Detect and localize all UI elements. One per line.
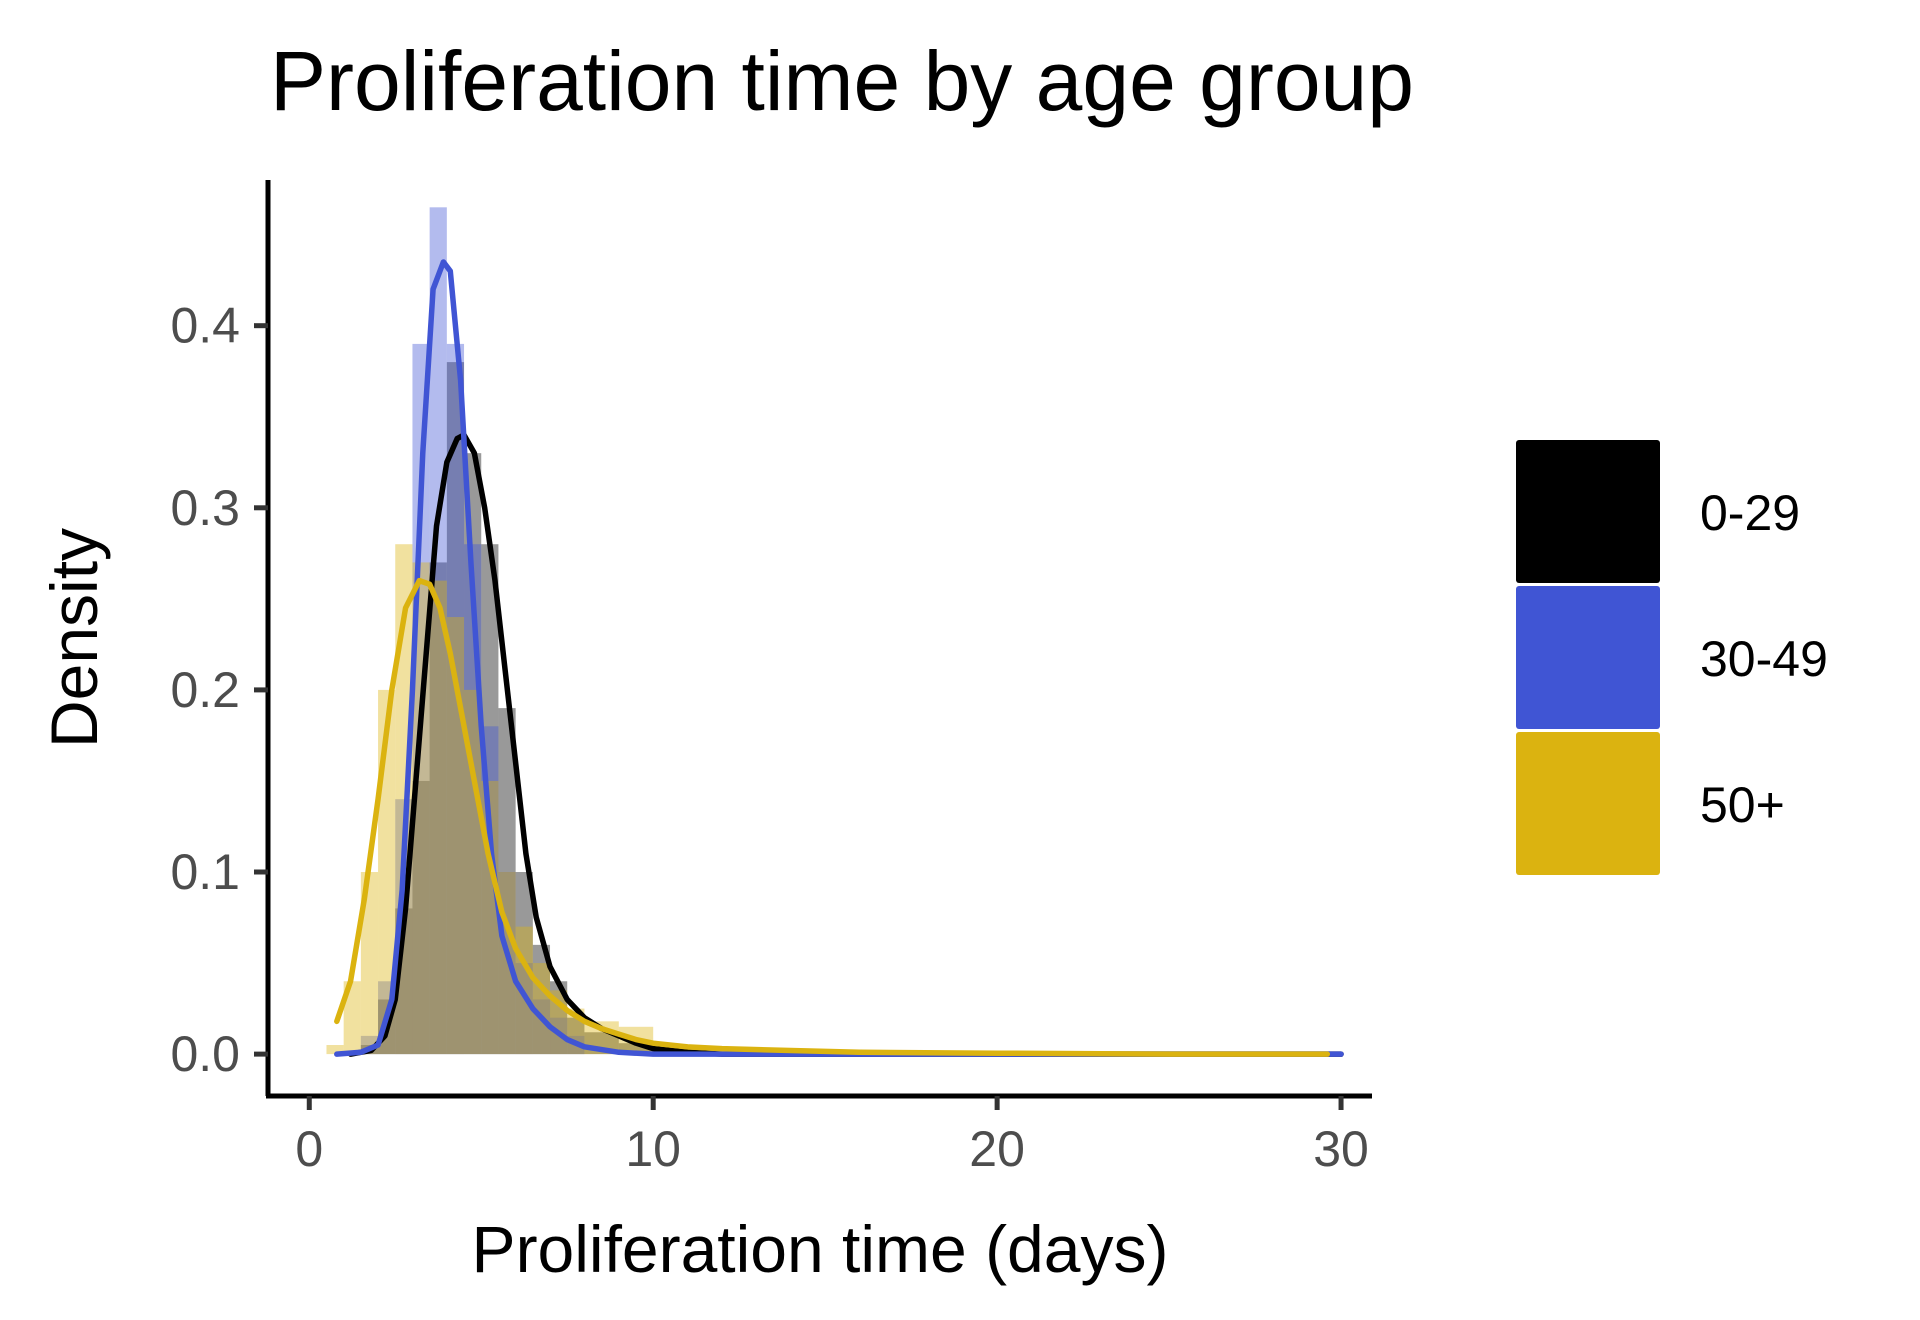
hist-bar-series-2-7 bbox=[446, 617, 465, 1055]
legend-label-30-49: 30-49 bbox=[1700, 631, 1828, 687]
y-tick-label: 0.1 bbox=[170, 844, 240, 900]
hist-bar-series-1-5 bbox=[446, 343, 465, 1055]
density-curve-layer bbox=[334, 259, 1344, 1057]
y-tick-label: 0.4 bbox=[170, 298, 240, 354]
x-tick-label: 0 bbox=[295, 1121, 323, 1177]
x-tick-label: 10 bbox=[625, 1121, 681, 1177]
hist-bar-series-2-6 bbox=[429, 580, 447, 1055]
histogram-layer bbox=[326, 207, 722, 1055]
density-curve-series-1 bbox=[334, 259, 1344, 1057]
legend-label-50+: 50+ bbox=[1700, 777, 1785, 833]
y-axis-title: Density bbox=[37, 528, 111, 748]
hist-bar-series-0-5 bbox=[446, 362, 465, 1055]
y-tick-label: 0.3 bbox=[170, 480, 240, 536]
hist-bar-series-0-10 bbox=[532, 944, 551, 1055]
y-tick-label: 0.0 bbox=[170, 1026, 240, 1082]
legend-swatch-30-49 bbox=[1516, 586, 1660, 729]
x-ticks: 0 10 20 30 bbox=[295, 1096, 1369, 1177]
hist-bar-series-0-4 bbox=[429, 562, 447, 1055]
legend-swatch-0-29 bbox=[1516, 440, 1660, 583]
legend-label-0-29: 0-29 bbox=[1700, 485, 1800, 541]
hist-bar-series-2-2 bbox=[360, 872, 379, 1055]
density-curve-series-2 bbox=[334, 577, 1331, 1057]
x-axis-title: Proliferation time (days) bbox=[472, 1212, 1169, 1286]
hist-bar-series-0-3 bbox=[412, 780, 430, 1055]
plot-area bbox=[326, 207, 1344, 1057]
hist-bar-series-2-0 bbox=[326, 1045, 344, 1055]
hist-bar-series-1-4 bbox=[429, 207, 447, 1055]
axes: 0 10 20 30 0.0 0.1 0.2 0.3 0.4 bbox=[170, 180, 1372, 1177]
x-tick-label: 30 bbox=[1313, 1121, 1369, 1177]
x-tick-label: 20 bbox=[969, 1121, 1025, 1177]
y-ticks: 0.0 0.1 0.2 0.3 0.4 bbox=[170, 298, 268, 1082]
legend-swatch-50+ bbox=[1516, 732, 1660, 875]
y-tick-label: 0.2 bbox=[170, 662, 240, 718]
legend: 0-29 30-49 50+ bbox=[1516, 440, 1828, 875]
hist-bar-series-0-6 bbox=[464, 453, 482, 1055]
hist-bar-series-0-14 bbox=[618, 1043, 654, 1055]
chart-title: Proliferation time by age group bbox=[270, 34, 1414, 128]
hist-bar-series-2-1 bbox=[343, 981, 361, 1055]
